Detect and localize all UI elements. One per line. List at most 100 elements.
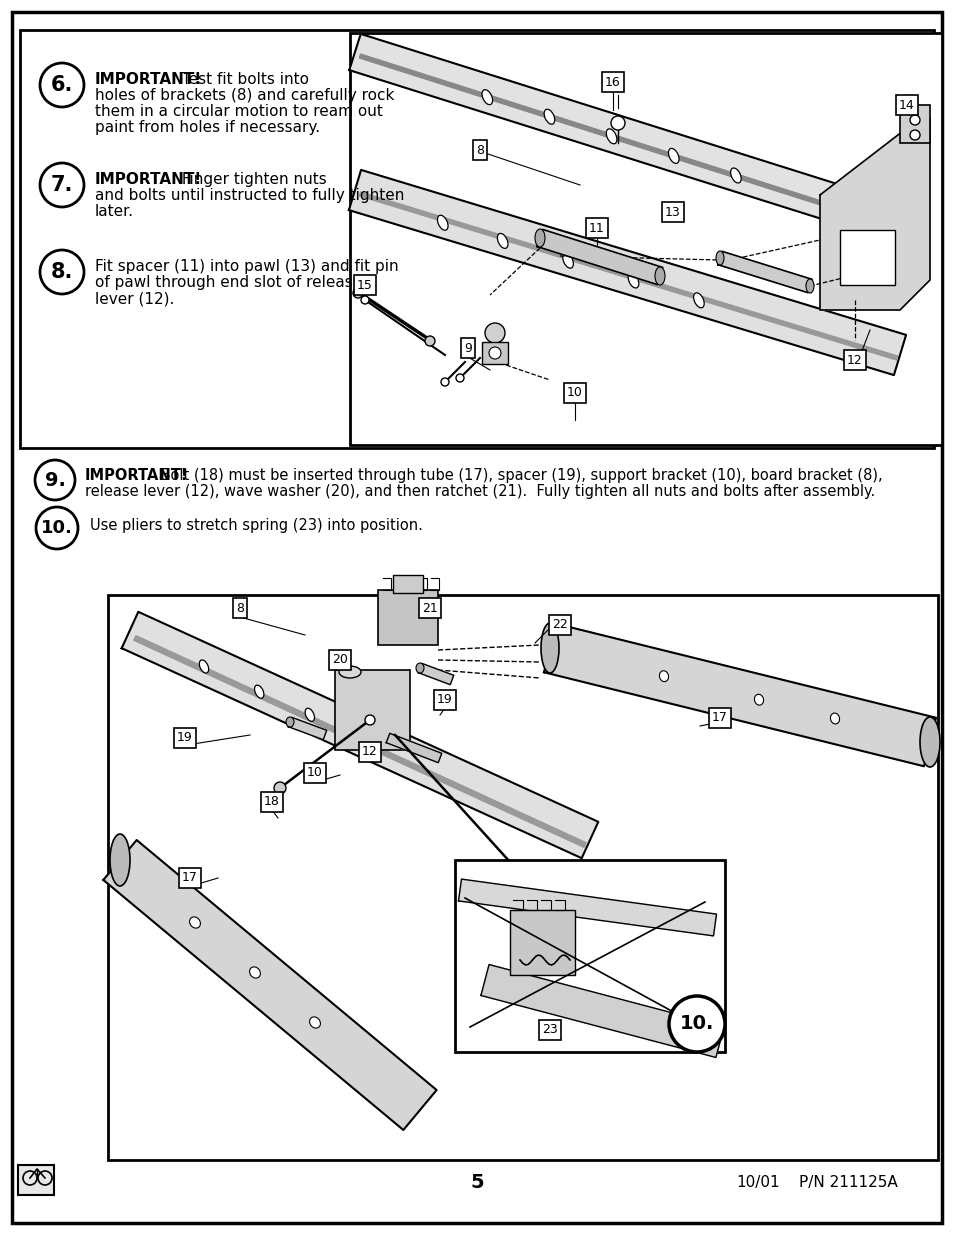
Text: 18: 18	[264, 795, 279, 809]
Circle shape	[424, 336, 435, 346]
Polygon shape	[359, 54, 918, 236]
Ellipse shape	[730, 168, 740, 183]
Text: Use pliers to stretch spring (23) into position.: Use pliers to stretch spring (23) into p…	[90, 517, 422, 534]
Ellipse shape	[805, 279, 813, 293]
Ellipse shape	[416, 663, 423, 673]
Circle shape	[40, 249, 84, 294]
Polygon shape	[543, 624, 935, 766]
Text: 13: 13	[664, 205, 680, 219]
Ellipse shape	[716, 251, 723, 266]
Ellipse shape	[562, 253, 573, 268]
Text: 12: 12	[362, 746, 377, 758]
Circle shape	[909, 130, 919, 140]
Text: Test fit bolts into: Test fit bolts into	[177, 72, 309, 86]
Ellipse shape	[754, 694, 762, 705]
Text: 15: 15	[356, 279, 373, 291]
Polygon shape	[103, 840, 436, 1130]
Polygon shape	[820, 119, 929, 310]
Text: 10.: 10.	[41, 519, 72, 537]
Text: release lever (12), wave washer (20), and then ratchet (21).  Fully tighten all : release lever (12), wave washer (20), an…	[85, 484, 874, 499]
Ellipse shape	[659, 671, 668, 682]
Ellipse shape	[305, 708, 314, 721]
Text: 11: 11	[589, 221, 604, 235]
Text: 8: 8	[235, 601, 244, 615]
Ellipse shape	[693, 293, 703, 308]
Ellipse shape	[481, 90, 492, 105]
Ellipse shape	[606, 128, 617, 143]
Circle shape	[456, 374, 463, 382]
Text: P/N 211125A: P/N 211125A	[798, 1176, 897, 1191]
Ellipse shape	[540, 622, 558, 673]
Bar	[335, 671, 410, 750]
Polygon shape	[133, 636, 585, 847]
Text: 10: 10	[566, 387, 582, 399]
Polygon shape	[386, 734, 441, 763]
Text: them in a circular motion to ream out: them in a circular motion to ream out	[95, 104, 382, 119]
Text: Bolt (18) must be inserted through tube (17), spacer (19), support bracket (10),: Bolt (18) must be inserted through tube …	[156, 468, 882, 483]
Ellipse shape	[190, 916, 200, 929]
Ellipse shape	[535, 228, 544, 247]
Text: Fit spacer (11) into pawl (13) and fit pin: Fit spacer (11) into pawl (13) and fit p…	[95, 259, 398, 274]
Text: 17: 17	[711, 711, 727, 725]
Text: later.: later.	[95, 204, 133, 219]
Ellipse shape	[829, 713, 839, 724]
Polygon shape	[122, 611, 598, 858]
Text: 19: 19	[436, 694, 453, 706]
Text: 17: 17	[182, 872, 197, 884]
Circle shape	[909, 115, 919, 125]
Text: 19: 19	[177, 731, 193, 745]
Text: 10/01: 10/01	[736, 1176, 779, 1191]
Polygon shape	[359, 193, 897, 359]
Text: 14: 14	[898, 99, 914, 111]
Ellipse shape	[309, 1016, 320, 1028]
Polygon shape	[417, 663, 454, 684]
Text: 10.: 10.	[679, 1014, 714, 1034]
Ellipse shape	[254, 685, 264, 698]
Text: 21: 21	[421, 601, 437, 615]
Ellipse shape	[286, 718, 294, 727]
Ellipse shape	[250, 967, 260, 978]
Text: 16: 16	[604, 75, 620, 89]
Text: 22: 22	[552, 619, 567, 631]
Polygon shape	[718, 251, 811, 293]
Bar	[899, 105, 929, 143]
Circle shape	[489, 347, 500, 359]
Text: 5: 5	[470, 1173, 483, 1193]
Bar	[840, 230, 894, 285]
Text: of pawl through end slot of release: of pawl through end slot of release	[95, 275, 362, 290]
Text: 12: 12	[846, 353, 862, 367]
Bar	[481, 342, 507, 364]
Text: lever (12).: lever (12).	[95, 291, 174, 306]
Bar	[20, 30, 933, 448]
Ellipse shape	[627, 273, 639, 288]
Circle shape	[35, 459, 75, 500]
Ellipse shape	[110, 834, 130, 885]
Polygon shape	[349, 33, 924, 248]
Ellipse shape	[199, 659, 209, 673]
Text: IMPORTANT!: IMPORTANT!	[85, 468, 189, 483]
Text: and bolts until instructed to fully tighten: and bolts until instructed to fully tigh…	[95, 188, 404, 203]
Bar	[377, 590, 437, 645]
Polygon shape	[480, 965, 723, 1057]
Bar	[350, 33, 941, 445]
Ellipse shape	[338, 666, 360, 678]
Bar	[108, 595, 937, 1160]
Ellipse shape	[655, 267, 664, 285]
Text: 8: 8	[476, 143, 483, 157]
Ellipse shape	[668, 148, 679, 163]
Text: 9: 9	[463, 342, 472, 354]
Polygon shape	[458, 879, 716, 936]
Text: 7.: 7.	[51, 175, 73, 195]
Text: IMPORTANT!: IMPORTANT!	[95, 72, 202, 86]
Circle shape	[440, 378, 449, 387]
Text: Finger tighten nuts: Finger tighten nuts	[177, 172, 327, 186]
Ellipse shape	[437, 215, 448, 230]
Circle shape	[668, 995, 724, 1052]
Polygon shape	[288, 718, 326, 740]
Bar	[18, 1165, 54, 1195]
Bar	[393, 576, 422, 593]
Text: 20: 20	[332, 653, 348, 667]
Circle shape	[40, 63, 84, 107]
Circle shape	[353, 288, 363, 298]
Text: holes of brackets (8) and carefully rock: holes of brackets (8) and carefully rock	[95, 88, 394, 103]
